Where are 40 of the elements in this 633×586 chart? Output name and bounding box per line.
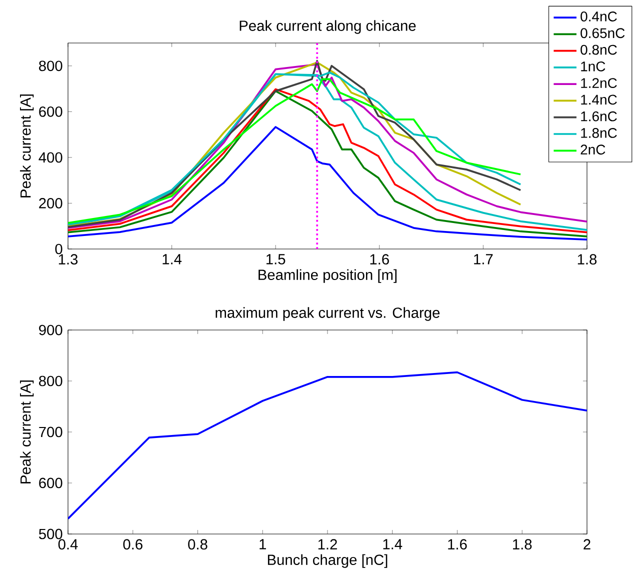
x-tick-label: 1.8 bbox=[513, 539, 532, 550]
x-axis-title: Beamline position [m] bbox=[258, 269, 397, 283]
y-tick-label: 0 bbox=[55, 244, 62, 254]
chart-title: maximum peak current vs. Charge bbox=[216, 307, 440, 321]
x-tick-label: 1.3 bbox=[58, 254, 78, 265]
y-tick-label: 200 bbox=[39, 198, 62, 208]
y-tick-label: 800 bbox=[39, 60, 62, 72]
legend-label: 1.4nC bbox=[581, 94, 617, 105]
x-tick-label: 1.6 bbox=[448, 539, 467, 550]
y-tick-label: 600 bbox=[39, 478, 62, 488]
legend-label: 1.2nC bbox=[581, 78, 617, 88]
legend-label: 0.4nC bbox=[580, 12, 617, 22]
chart-title: Peak current along chicane bbox=[240, 20, 416, 34]
legend-label: 0.65nC bbox=[580, 28, 625, 38]
x-tick-label: 1.4 bbox=[162, 254, 182, 264]
y-tick-label: 900 bbox=[39, 324, 62, 336]
y-tick-label: 600 bbox=[39, 106, 62, 117]
x-tick-label: 1.4 bbox=[383, 539, 402, 550]
y-axis-title: Peak current [A] bbox=[20, 380, 34, 484]
legend-label: 2nC bbox=[580, 144, 606, 155]
x-tick-label: 1 bbox=[260, 539, 266, 550]
legend-label: 1.8nC bbox=[581, 128, 617, 138]
y-tick-label: 500 bbox=[38, 528, 62, 540]
y-axis-title: Peak current [A] bbox=[20, 94, 34, 198]
x-tick-label: 1.6 bbox=[370, 254, 389, 265]
y-tick-label: 400 bbox=[38, 152, 62, 163]
x-tick-label: 2 bbox=[584, 539, 590, 550]
legend-label: 1nC bbox=[581, 61, 606, 72]
x-tick-label: 0.4 bbox=[58, 539, 78, 550]
y-tick-label: 800 bbox=[39, 376, 62, 386]
x-tick-label: 1.2 bbox=[318, 539, 337, 550]
y-tick-label: 700 bbox=[39, 426, 62, 438]
legend-label: 0.8nC bbox=[580, 44, 617, 55]
legend-label: 1.6nC bbox=[581, 111, 617, 122]
x-tick-label: 1.5 bbox=[266, 254, 286, 264]
x-tick-label: 1.7 bbox=[474, 254, 493, 264]
x-tick-label: 0.6 bbox=[123, 539, 142, 550]
x-tick-label: 0.8 bbox=[188, 539, 208, 550]
x-tick-label: 1.8 bbox=[578, 254, 597, 265]
x-axis-title: Bunch charge [nC] bbox=[268, 554, 388, 568]
